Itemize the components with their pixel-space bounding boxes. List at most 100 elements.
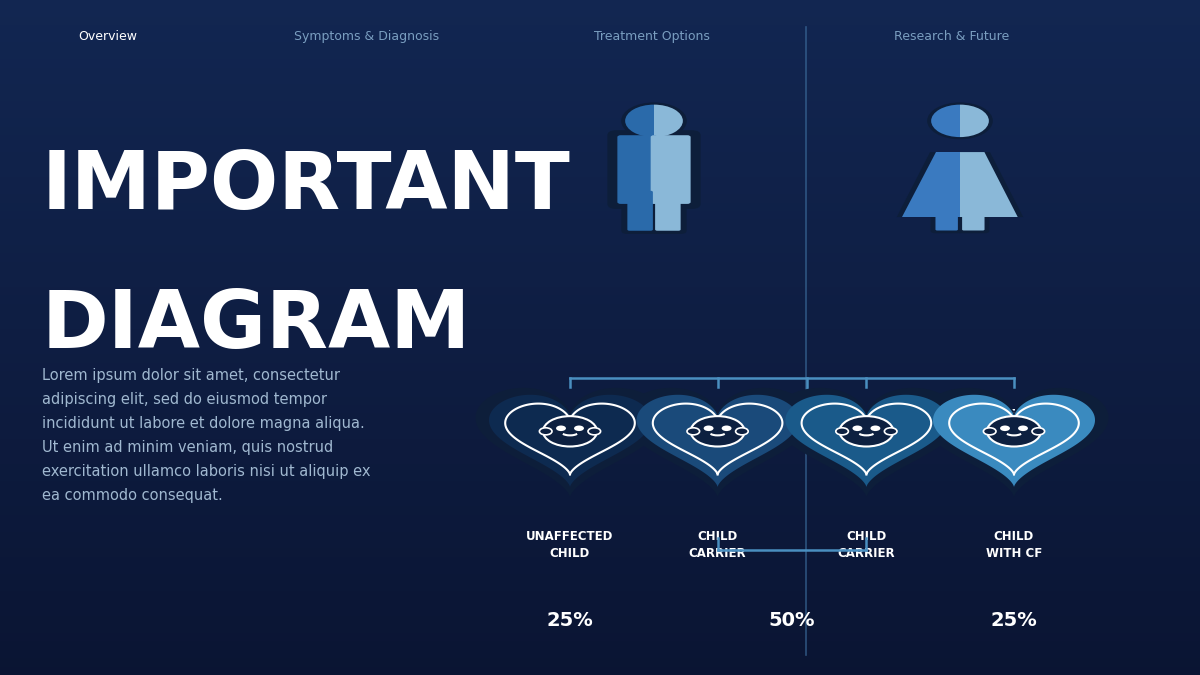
Bar: [0, 59, 1200, 68]
Polygon shape: [490, 395, 650, 487]
Bar: [0, 329, 1200, 338]
Bar: [0, 397, 1200, 405]
Bar: [0, 667, 1200, 675]
Bar: [0, 219, 1200, 228]
Bar: [0, 439, 1200, 447]
Polygon shape: [919, 388, 1109, 497]
Circle shape: [984, 428, 996, 435]
Bar: [0, 371, 1200, 379]
Bar: [0, 177, 1200, 186]
Bar: [0, 144, 1200, 152]
Bar: [0, 34, 1200, 42]
Bar: [0, 245, 1200, 253]
Circle shape: [884, 428, 898, 435]
FancyBboxPatch shape: [628, 191, 653, 231]
Bar: [0, 236, 1200, 245]
Bar: [0, 261, 1200, 270]
Bar: [0, 624, 1200, 633]
Text: UNAFFECTED
CHILD: UNAFFECTED CHILD: [527, 530, 613, 560]
Bar: [0, 169, 1200, 177]
Wedge shape: [931, 105, 960, 137]
Bar: [0, 379, 1200, 388]
Circle shape: [986, 416, 1042, 447]
FancyBboxPatch shape: [936, 206, 958, 230]
Bar: [0, 532, 1200, 540]
Bar: [0, 118, 1200, 127]
Bar: [0, 68, 1200, 76]
Polygon shape: [623, 388, 812, 497]
Bar: [0, 523, 1200, 532]
Bar: [0, 472, 1200, 481]
Bar: [0, 135, 1200, 144]
Circle shape: [840, 416, 893, 447]
Circle shape: [870, 425, 881, 431]
FancyBboxPatch shape: [649, 188, 686, 234]
Circle shape: [928, 103, 992, 139]
FancyBboxPatch shape: [607, 130, 701, 209]
Text: CHILD
CARRIER: CHILD CARRIER: [689, 530, 746, 560]
Bar: [0, 506, 1200, 514]
Bar: [0, 287, 1200, 296]
Bar: [0, 481, 1200, 489]
Polygon shape: [786, 395, 947, 487]
Bar: [0, 456, 1200, 464]
Text: CARRIER MOTHER: CARRIER MOTHER: [893, 408, 1027, 421]
Bar: [0, 464, 1200, 472]
Bar: [0, 338, 1200, 346]
Bar: [0, 413, 1200, 422]
Text: Lorem ipsum dolor sit amet, consectetur
adipiscing elit, sed do eiusmod tempor
i: Lorem ipsum dolor sit amet, consectetur …: [42, 368, 371, 503]
Bar: [0, 26, 1200, 34]
Bar: [0, 599, 1200, 608]
FancyBboxPatch shape: [622, 188, 659, 234]
Bar: [0, 354, 1200, 363]
Bar: [0, 489, 1200, 498]
Bar: [0, 641, 1200, 649]
Bar: [0, 633, 1200, 641]
Circle shape: [588, 428, 600, 435]
Wedge shape: [654, 105, 683, 137]
FancyBboxPatch shape: [650, 135, 691, 204]
Bar: [0, 548, 1200, 557]
Text: Symptoms & Diagnosis: Symptoms & Diagnosis: [294, 30, 439, 43]
Text: DIAGRAM: DIAGRAM: [42, 287, 472, 365]
Circle shape: [542, 416, 598, 447]
Bar: [0, 313, 1200, 321]
Bar: [0, 582, 1200, 591]
Polygon shape: [637, 395, 798, 487]
Bar: [0, 42, 1200, 51]
Text: Overview: Overview: [78, 30, 137, 43]
Circle shape: [1018, 425, 1028, 431]
Wedge shape: [625, 105, 654, 137]
Bar: [0, 649, 1200, 658]
Polygon shape: [934, 395, 1094, 487]
Circle shape: [574, 425, 584, 431]
Bar: [0, 228, 1200, 236]
Text: 50%: 50%: [769, 611, 815, 630]
Circle shape: [691, 416, 744, 447]
Bar: [0, 557, 1200, 566]
Bar: [0, 51, 1200, 59]
Bar: [0, 363, 1200, 371]
Polygon shape: [896, 152, 1024, 217]
Bar: [0, 186, 1200, 194]
Bar: [0, 84, 1200, 93]
FancyBboxPatch shape: [930, 203, 962, 234]
Bar: [0, 388, 1200, 397]
Bar: [0, 17, 1200, 26]
Bar: [0, 346, 1200, 354]
Bar: [0, 321, 1200, 329]
Polygon shape: [902, 152, 960, 217]
Bar: [0, 514, 1200, 523]
Polygon shape: [475, 388, 665, 497]
Bar: [0, 422, 1200, 431]
Bar: [0, 405, 1200, 413]
Bar: [0, 93, 1200, 101]
Circle shape: [836, 428, 848, 435]
Circle shape: [703, 425, 714, 431]
Text: CHILD
WITH CF: CHILD WITH CF: [986, 530, 1042, 560]
Bar: [0, 0, 1200, 9]
FancyBboxPatch shape: [655, 191, 680, 231]
Polygon shape: [960, 152, 1018, 217]
Bar: [0, 161, 1200, 169]
Bar: [0, 431, 1200, 439]
